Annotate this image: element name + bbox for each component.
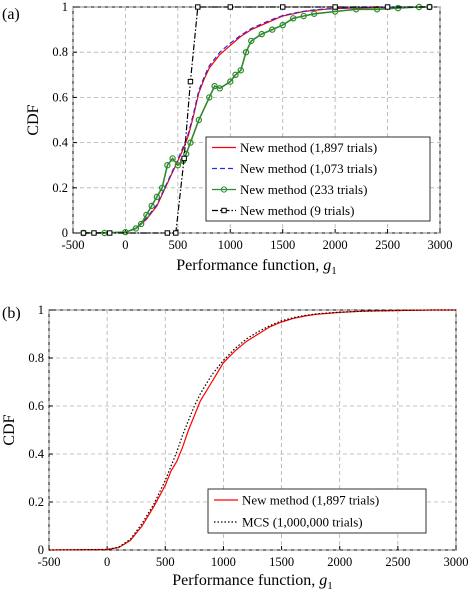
x-tick-label: 2000 <box>323 238 348 252</box>
data-point <box>91 230 97 236</box>
y-tick-label: 0.2 <box>28 495 44 509</box>
legend-box <box>207 488 427 534</box>
x-tick-label: 3000 <box>428 238 453 252</box>
x-axis-label-subscript: 1 <box>331 265 337 277</box>
x-tick-label: 1500 <box>269 555 294 569</box>
data-point <box>173 230 179 236</box>
data-point <box>153 193 161 201</box>
data-point <box>148 202 155 210</box>
y-tick-label: 1 <box>38 303 44 317</box>
data-point <box>143 211 150 219</box>
data-point <box>237 67 244 74</box>
x-tick-label: 2500 <box>375 238 400 252</box>
data-point <box>227 4 233 10</box>
data-point <box>174 161 182 169</box>
series-line <box>48 309 456 551</box>
x-tick-label: 3000 <box>444 555 469 569</box>
x-tick-label: -500 <box>62 238 85 252</box>
data-point <box>164 161 171 169</box>
data-point <box>169 155 176 162</box>
data-point <box>394 4 402 12</box>
y-tick-label: 0.6 <box>28 399 44 413</box>
y-tick-label: 0 <box>38 543 44 557</box>
y-tick-label: 1 <box>62 0 68 14</box>
x-axis-label: Performance function, g1 <box>176 257 337 277</box>
data-point <box>384 4 391 10</box>
data-point <box>352 6 360 13</box>
series-line <box>83 6 430 234</box>
data-point <box>158 184 166 191</box>
legend-marker <box>220 186 228 193</box>
legend-label: New method (1,897 trials) <box>242 493 379 508</box>
y-tick-label: 0.6 <box>52 90 68 104</box>
data-point <box>426 4 433 10</box>
x-tick-label: 1000 <box>218 238 243 252</box>
y-axis-label: CDF <box>1 414 18 445</box>
data-point <box>107 230 113 236</box>
x-axis-label-text: Performance function, <box>172 572 319 589</box>
panel-label: (b) <box>2 305 21 322</box>
legend: New method (1,897 trials) New method (1,0… <box>205 136 431 222</box>
data-point <box>195 116 203 124</box>
y-tick-label: 0.2 <box>52 181 68 195</box>
legend-box <box>205 136 431 222</box>
x-tick-label: 0 <box>104 555 110 569</box>
panel-label: (a) <box>2 6 20 23</box>
data-point <box>187 78 194 85</box>
data-point <box>310 10 318 17</box>
x-axis-label-text: Performance function, <box>176 257 323 274</box>
legend-label: New method (233 trials) <box>240 182 367 197</box>
x-axis-label-symbol: g <box>323 257 331 274</box>
data-point <box>195 4 201 10</box>
x-axis-label-symbol: g <box>319 572 327 589</box>
data-point <box>269 26 276 33</box>
data-point <box>206 94 213 101</box>
data-point <box>248 37 255 45</box>
x-tick-label: 0 <box>122 238 128 252</box>
data-point <box>122 228 129 236</box>
y-tick-label: 0.8 <box>52 45 68 59</box>
data-point <box>80 230 87 236</box>
legend-label: New method (1,897 trials) <box>240 140 377 155</box>
data-point <box>290 15 297 22</box>
data-point <box>332 4 338 10</box>
y-tick-label: 0.4 <box>52 136 68 150</box>
x-tick-label: -500 <box>38 555 61 569</box>
y-tick-label: 0 <box>62 226 68 240</box>
data-point <box>300 12 307 20</box>
x-tick-label: 2500 <box>385 555 410 569</box>
legend-label: MCS (1,000,000 trials) <box>242 515 363 530</box>
x-tick-label: 1500 <box>270 238 295 252</box>
data-point <box>280 4 286 10</box>
y-axis-label: CDF <box>25 104 42 135</box>
data-point <box>227 78 234 85</box>
data-point <box>187 139 194 146</box>
x-tick-label: 2000 <box>327 555 352 569</box>
data-point <box>242 49 250 56</box>
legend-label: New method (1,073 trials) <box>240 161 377 176</box>
x-tick-label: 1000 <box>211 555 236 569</box>
data-point <box>137 220 145 228</box>
y-tick-label: 0.8 <box>28 351 44 365</box>
legend-label: New method (9 trials) <box>240 203 354 218</box>
legend-marker <box>221 207 227 214</box>
data-point <box>258 30 265 38</box>
y-tick-label: 0.4 <box>28 447 44 461</box>
series-line <box>48 309 456 551</box>
data-point <box>216 85 223 92</box>
data-point <box>211 82 218 90</box>
data-point <box>164 230 171 236</box>
x-axis-label: Performance function, g1 <box>172 572 333 592</box>
panel-a: (a)-500 0 500 1000 1500 2000 2500 300000.20.40.… <box>2 0 453 277</box>
legend: New method (1,897 trials) MCS (1,000,000 … <box>207 488 427 534</box>
data-point <box>279 21 286 29</box>
x-axis-label-subscript: 1 <box>327 580 333 592</box>
data-point <box>232 71 239 79</box>
x-tick-label: 500 <box>156 555 175 569</box>
data-point <box>181 155 187 162</box>
data-point <box>132 225 140 232</box>
panel-b: (b)-500 0 500 1000 1500 2000 2500 300000.20.40.… <box>1 303 469 592</box>
x-tick-label: 500 <box>168 238 187 252</box>
